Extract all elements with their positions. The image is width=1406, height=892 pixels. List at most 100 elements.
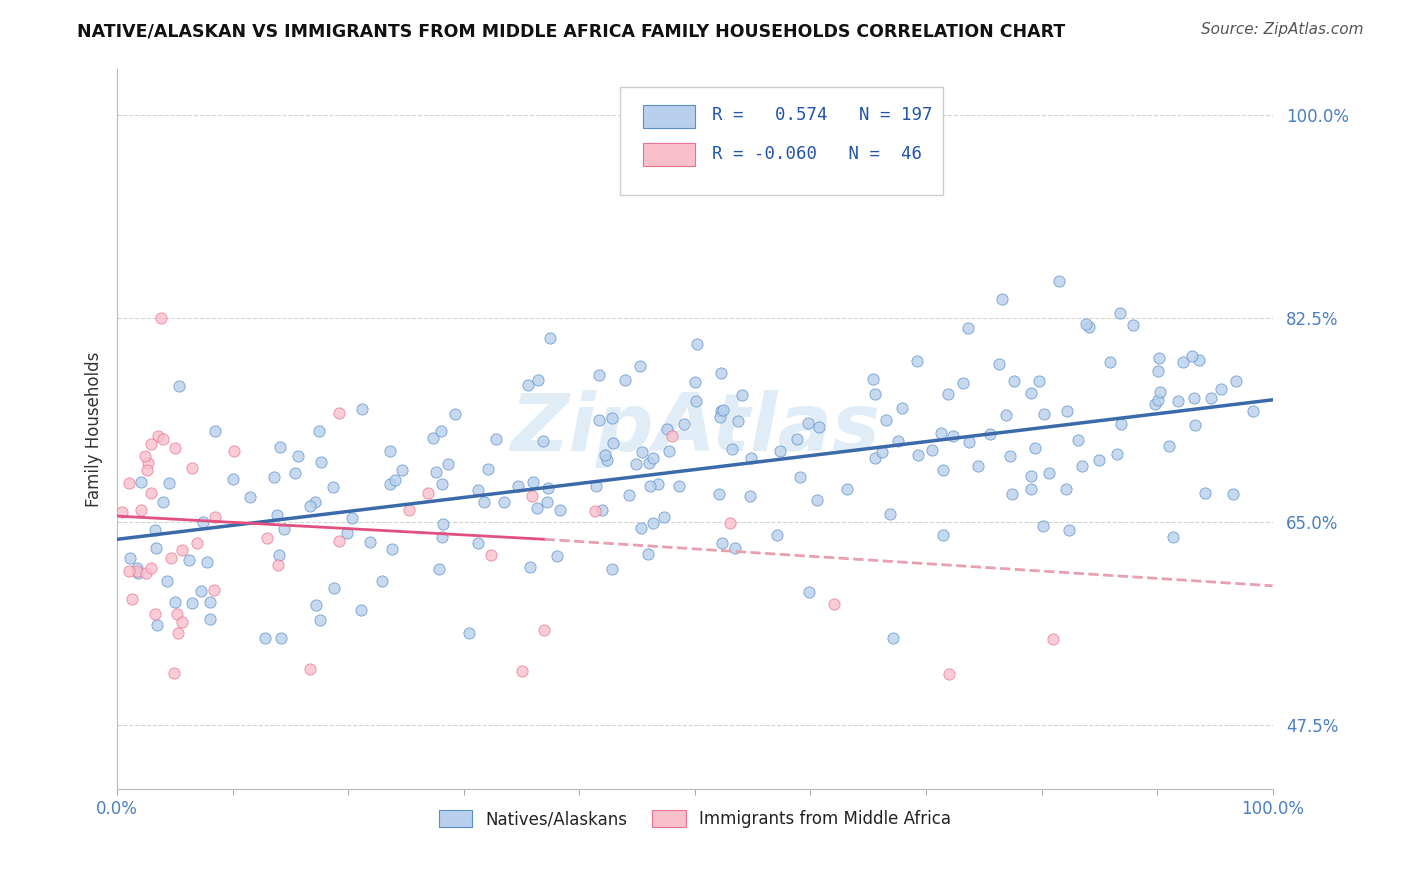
Point: [1088, 453, 1111, 467]
Point: [136, 463, 159, 477]
Point: [673, 417, 696, 431]
Point: [1211, 382, 1233, 396]
Point: [510, 664, 533, 678]
Point: [1024, 441, 1046, 455]
Point: [661, 429, 683, 443]
Point: [270, 631, 292, 645]
Point: [936, 386, 959, 401]
Y-axis label: Family Households: Family Households: [86, 351, 103, 507]
Point: [630, 445, 652, 459]
Point: [637, 548, 659, 562]
Point: [614, 373, 637, 387]
Point: [711, 536, 734, 550]
Point: [593, 448, 616, 462]
Point: [430, 477, 453, 491]
Point: [118, 476, 141, 491]
Point: [145, 541, 167, 555]
Point: [526, 501, 548, 516]
Point: [1182, 391, 1205, 405]
Point: [163, 595, 186, 609]
Point: [1144, 397, 1167, 411]
Point: [467, 483, 489, 497]
Point: [1032, 519, 1054, 533]
Point: [952, 376, 974, 391]
Point: [1032, 407, 1054, 421]
Point: [769, 444, 792, 458]
Point: [1163, 530, 1185, 544]
Point: [273, 522, 295, 536]
Point: [111, 505, 134, 519]
Point: [932, 528, 955, 542]
Point: [602, 435, 624, 450]
Point: [862, 372, 884, 386]
Point: [485, 432, 508, 446]
Point: [166, 607, 188, 621]
Point: [628, 359, 651, 374]
Point: [134, 450, 156, 464]
Point: [193, 515, 215, 529]
Point: [1109, 306, 1132, 320]
Bar: [643, 143, 695, 166]
Point: [506, 479, 529, 493]
Point: [425, 465, 447, 479]
Point: [1056, 404, 1078, 418]
Point: [150, 311, 173, 326]
Point: [531, 434, 554, 448]
Point: [1059, 523, 1081, 537]
Point: [322, 480, 344, 494]
Point: [284, 467, 307, 481]
Point: [1241, 404, 1264, 418]
Point: [1111, 417, 1133, 431]
Point: [647, 477, 669, 491]
Point: [522, 475, 544, 489]
Point: [323, 581, 346, 595]
Point: [190, 583, 212, 598]
Point: [938, 667, 960, 681]
Point: [1147, 364, 1170, 378]
Point: [336, 526, 359, 541]
Point: [118, 564, 141, 578]
Point: [863, 387, 886, 401]
Point: [685, 394, 707, 409]
Point: [384, 473, 406, 487]
Point: [583, 504, 606, 518]
Point: [533, 624, 555, 638]
Point: [710, 366, 733, 380]
Point: [806, 493, 828, 508]
Point: [267, 558, 290, 572]
Point: [617, 488, 640, 502]
Point: [905, 353, 928, 368]
Point: [169, 378, 191, 392]
Point: [1054, 482, 1077, 496]
Point: [995, 408, 1018, 422]
Point: [195, 555, 218, 569]
Point: [519, 560, 541, 574]
Point: [1070, 458, 1092, 473]
Point: [1157, 439, 1180, 453]
Point: [239, 490, 262, 504]
Point: [1149, 385, 1171, 400]
Point: [1225, 374, 1247, 388]
Point: [160, 550, 183, 565]
Point: [157, 476, 180, 491]
Point: [686, 337, 709, 351]
Point: [125, 564, 148, 578]
Point: [721, 442, 744, 456]
Point: [430, 424, 453, 438]
Point: [1066, 433, 1088, 447]
Point: [167, 625, 190, 640]
Point: [835, 483, 858, 497]
FancyBboxPatch shape: [620, 87, 943, 194]
Point: [1038, 466, 1060, 480]
Point: [517, 378, 540, 392]
Point: [641, 516, 664, 530]
Point: [352, 402, 374, 417]
Point: [637, 456, 659, 470]
Point: [129, 475, 152, 489]
Point: [711, 403, 734, 417]
Point: [129, 503, 152, 517]
Point: [600, 411, 623, 425]
Point: [643, 450, 665, 465]
Point: [520, 489, 543, 503]
Point: [707, 487, 730, 501]
